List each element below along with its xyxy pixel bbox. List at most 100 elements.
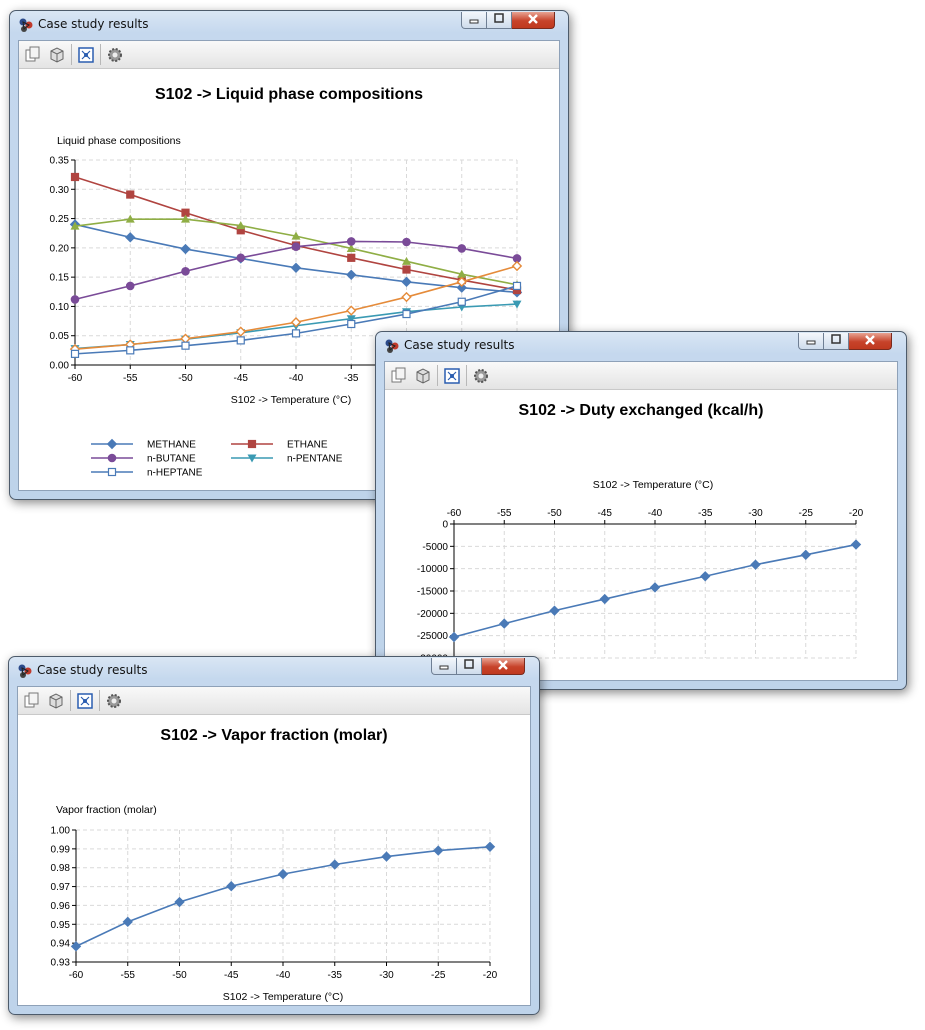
data-point xyxy=(456,276,467,288)
data-point xyxy=(512,300,522,309)
data-point xyxy=(402,256,411,265)
minimize-button[interactable] xyxy=(461,12,487,29)
save-image-button[interactable] xyxy=(46,44,68,65)
save-image-icon xyxy=(49,693,63,709)
title-bar[interactable]: Case study results xyxy=(10,11,568,39)
save-image-button[interactable] xyxy=(45,690,67,711)
data-point xyxy=(649,582,661,593)
window-liquid-compositions[interactable]: Case study results S102 -> Liquid phase … xyxy=(9,10,569,500)
chart-title: S102 -> Liquid phase compositions xyxy=(155,86,423,103)
close-button[interactable] xyxy=(512,12,555,29)
minimize-button[interactable] xyxy=(798,333,824,350)
window-title: Case study results xyxy=(404,338,515,352)
copy-button[interactable] xyxy=(22,44,44,65)
chart-vapor-fraction: S102 -> Vapor fraction (molar) 1.00 0.99 0.… xyxy=(51,727,498,1003)
data-point xyxy=(346,269,357,280)
fit-chart-button[interactable] xyxy=(74,690,96,711)
fit-chart-button[interactable] xyxy=(441,365,463,386)
data-point xyxy=(291,242,301,251)
series-n-heptane xyxy=(70,281,522,358)
y-tick-label: 0.97 xyxy=(51,882,71,893)
data-point xyxy=(499,618,510,629)
data-point xyxy=(402,237,411,247)
y-tick-label: 0.00 xyxy=(50,361,70,372)
y-tick-label: 0.99 xyxy=(51,844,71,855)
legend-label: ETHANE xyxy=(287,440,328,451)
x-tick-label: -40 xyxy=(276,970,291,981)
minimize-icon xyxy=(806,340,816,345)
data-point xyxy=(235,326,246,337)
data-point xyxy=(346,237,356,246)
window-vapor-fraction[interactable]: Case study results S102 -> Vapor fractio… xyxy=(8,656,540,1015)
data-point xyxy=(700,571,711,582)
chart-duty-exchanged: S102 -> Duty exchanged (kcal/h) 0 -5000 -10… xyxy=(417,402,864,679)
data-point xyxy=(347,319,356,329)
minimize-icon xyxy=(439,665,449,670)
settings-button[interactable] xyxy=(470,365,492,386)
data-point xyxy=(511,260,523,272)
x-tick-label: -45 xyxy=(598,508,613,519)
legend-marker xyxy=(247,454,257,463)
x-tick-label: -25 xyxy=(799,508,814,519)
data-point xyxy=(401,276,412,288)
settings-gear-icon xyxy=(474,369,488,383)
x-tick-label: -50 xyxy=(172,970,187,981)
data-point xyxy=(402,309,411,319)
data-point xyxy=(236,221,246,230)
legend-marker xyxy=(107,453,117,463)
legend-label: n-BUTANE xyxy=(147,454,196,465)
copy-icon xyxy=(25,46,40,62)
data-point xyxy=(484,841,496,852)
toolbar xyxy=(385,362,897,390)
close-button[interactable] xyxy=(482,658,525,675)
toolbar xyxy=(19,41,559,69)
data-point xyxy=(329,859,340,870)
maximize-button[interactable] xyxy=(487,12,512,29)
minimize-icon xyxy=(469,19,479,24)
x-tick-label: -60 xyxy=(68,373,83,384)
maximize-icon xyxy=(831,334,841,344)
y-tick-label: -10000 xyxy=(417,564,449,575)
minimize-button[interactable] xyxy=(431,658,457,675)
fit-chart-button[interactable] xyxy=(75,44,97,65)
legend-marker xyxy=(106,438,118,450)
maximize-button[interactable] xyxy=(457,658,482,675)
y-tick-label: 0.20 xyxy=(50,243,70,254)
close-icon xyxy=(498,660,508,670)
window-duty-exchanged[interactable]: Case study results S102 -> Duty exchange… xyxy=(375,331,907,690)
settings-button[interactable] xyxy=(104,44,126,65)
window-title: Case study results xyxy=(38,17,149,31)
data-point xyxy=(291,329,301,338)
legend-marker xyxy=(107,467,117,477)
app-icon xyxy=(385,339,399,353)
x-tick-label: -60 xyxy=(447,508,462,519)
y-tick-label: -5000 xyxy=(422,542,448,553)
data-point xyxy=(457,297,466,306)
save-image-icon xyxy=(416,368,430,384)
copy-button[interactable] xyxy=(21,690,43,711)
legend-label: n-HEPTANE xyxy=(147,468,203,479)
series-n-butane xyxy=(70,237,522,304)
toolbar xyxy=(18,687,530,715)
x-tick-label: -40 xyxy=(289,373,304,384)
data-point xyxy=(236,253,246,263)
copy-button[interactable] xyxy=(388,365,410,386)
close-button[interactable] xyxy=(849,333,892,350)
maximize-button[interactable] xyxy=(824,333,849,350)
legend-label: n-PENTANE xyxy=(287,454,343,465)
x-tick-label: -50 xyxy=(547,508,562,519)
data-point xyxy=(850,539,862,550)
data-point xyxy=(277,868,289,880)
save-image-button[interactable] xyxy=(412,365,434,386)
data-point xyxy=(402,265,411,274)
settings-button[interactable] xyxy=(103,690,125,711)
fit-chart-icon xyxy=(444,368,460,384)
x-tick-label: -30 xyxy=(748,508,763,519)
data-point xyxy=(457,269,467,278)
maximize-icon xyxy=(464,659,474,669)
data-point xyxy=(448,631,460,643)
title-bar[interactable]: Case study results xyxy=(376,332,906,360)
data-point xyxy=(401,291,412,303)
title-bar[interactable]: Case study results xyxy=(9,657,539,685)
toolbar-separator xyxy=(70,690,71,711)
